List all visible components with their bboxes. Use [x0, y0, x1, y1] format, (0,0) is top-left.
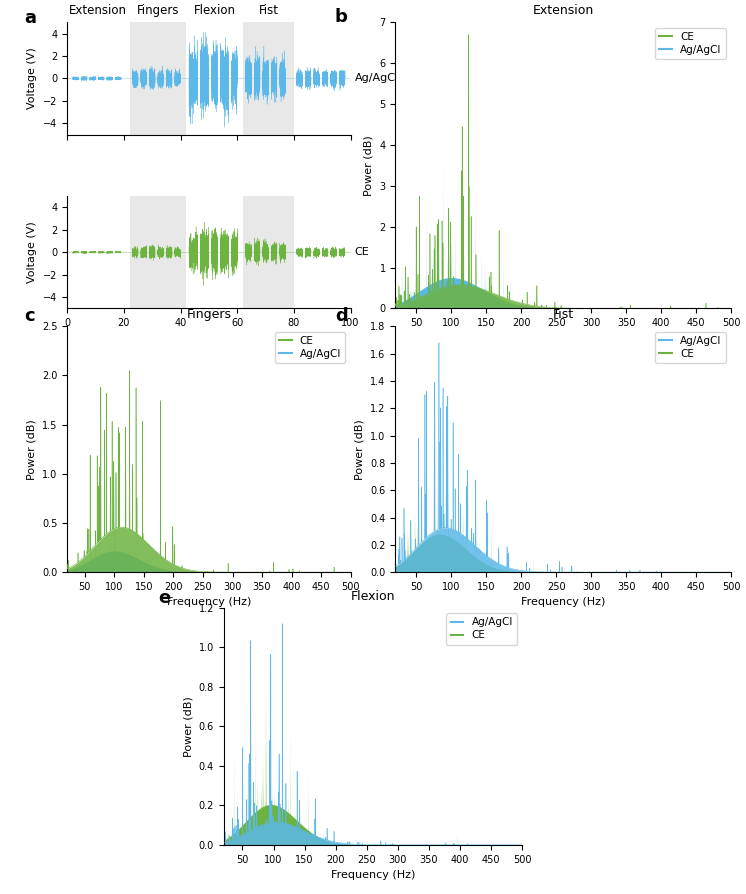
Bar: [130, 197, 186, 308]
Text: a: a: [25, 9, 37, 27]
Text: Ag/AgCl: Ag/AgCl: [355, 73, 399, 83]
X-axis label: Frequency (Hz): Frequency (Hz): [166, 597, 251, 607]
Y-axis label: Power (dB): Power (dB): [355, 419, 365, 479]
X-axis label: Frequency (Hz): Frequency (Hz): [330, 870, 416, 880]
Text: e: e: [158, 589, 170, 607]
Title: Flexion: Flexion: [351, 589, 395, 603]
X-axis label: Frequency (Hz): Frequency (Hz): [521, 597, 606, 607]
Text: d: d: [335, 307, 348, 325]
Title: Fingers: Fingers: [186, 308, 231, 321]
Legend: CE, Ag/AgCl: CE, Ag/AgCl: [655, 28, 726, 59]
Y-axis label: Power (dB): Power (dB): [26, 419, 37, 479]
Text: Extension: Extension: [69, 4, 128, 17]
Legend: CE, Ag/AgCl: CE, Ag/AgCl: [275, 332, 345, 363]
Text: b: b: [335, 8, 348, 26]
Text: Fingers: Fingers: [137, 4, 179, 17]
Y-axis label: Power (dB): Power (dB): [184, 696, 193, 756]
Bar: [243, 22, 294, 134]
X-axis label: Frequency (Hz): Frequency (Hz): [521, 333, 606, 343]
Legend: Ag/AgCl, CE: Ag/AgCl, CE: [655, 332, 726, 363]
Legend: Ag/AgCl, CE: Ag/AgCl, CE: [446, 613, 517, 645]
Title: Extension: Extension: [533, 4, 594, 17]
Y-axis label: Voltage (V): Voltage (V): [28, 47, 37, 109]
Text: Fist: Fist: [258, 4, 278, 17]
Y-axis label: Power (dB): Power (dB): [364, 135, 374, 196]
Y-axis label: Voltage (V): Voltage (V): [28, 222, 37, 283]
Bar: [243, 197, 294, 308]
Text: c: c: [25, 307, 35, 325]
Text: Flexion: Flexion: [193, 4, 236, 17]
Text: CE: CE: [355, 248, 369, 257]
Bar: [130, 22, 186, 134]
Title: Fist: Fist: [553, 308, 574, 321]
X-axis label: Time (s): Time (s): [186, 333, 231, 343]
